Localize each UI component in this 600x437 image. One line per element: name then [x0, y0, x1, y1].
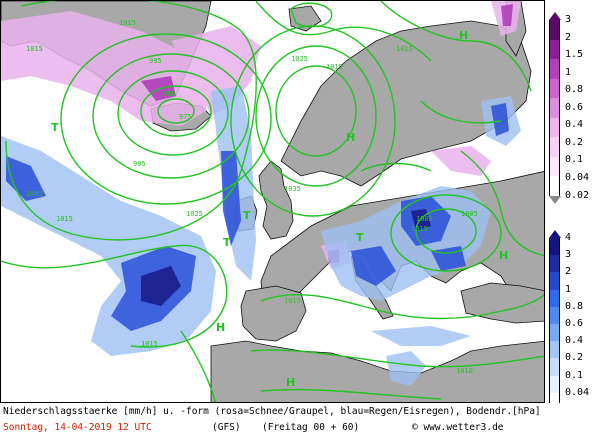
rain-scale-arrow-top: [549, 230, 561, 238]
rain-scale-swatch: [549, 289, 560, 307]
low-marker: T: [223, 236, 231, 249]
snow-scale-swatch: [549, 156, 560, 176]
snow-scale-swatch: [549, 117, 560, 137]
rain-scale-label: 4: [565, 232, 572, 243]
rain-scale-swatch: [549, 306, 560, 324]
isobar-label: 1005: [26, 190, 43, 198]
isobar-label: 1025: [291, 55, 308, 63]
isobar-label: 985: [163, 90, 176, 98]
snow-scale-swatch: [549, 78, 560, 98]
rain-scale-swatch: [549, 392, 560, 410]
snow-scale-label: 0.6: [565, 101, 584, 113]
low-marker: T: [243, 209, 251, 222]
snow-scale-label: 0.8: [565, 84, 584, 96]
isobar-label: 1010: [456, 367, 473, 375]
caption-date: Sonntag, 14-04-2019 12 UTC: [3, 422, 152, 433]
rain-scale-label: 0.04: [565, 386, 590, 398]
caption-site: © www.wetter3.de: [412, 422, 504, 433]
snow-scale-swatch: [549, 137, 560, 157]
snow-scale-label: 3: [565, 14, 572, 25]
snow-scale-arrow-top: [549, 12, 561, 20]
snow-scale-label: 1: [565, 66, 572, 78]
north-africa: [210, 340, 544, 402]
snow-scale-label: 0.02: [565, 189, 590, 201]
snow-scale-label: 1.5: [565, 49, 584, 61]
rain-scale-swatch: [549, 341, 560, 359]
rain-scale-label: 0.6: [565, 318, 584, 329]
rain-scale-label: 0.8: [565, 300, 584, 312]
rain-scale-swatch: [549, 238, 560, 256]
snow-scale-arrow-bottom: [549, 195, 561, 204]
rain-scale-swatch: [549, 358, 560, 376]
iberia: [240, 285, 307, 342]
snow-scale-swatch: [549, 98, 560, 118]
rain-scale-label: 2: [565, 266, 572, 278]
snow-scale-swatch: [549, 20, 560, 40]
snow-scale-label: 0.4: [565, 119, 584, 131]
caption-model: (GFS): [212, 422, 241, 433]
snow-scale-label: 0.1: [565, 154, 584, 166]
isobar-layer: [1, 1, 544, 402]
isobar-label: 995: [149, 57, 162, 65]
rain-scale-label: 0.4: [565, 335, 584, 347]
isobar-labels: 1015 1025 1015 995 985 975 995 1015 1005…: [26, 19, 478, 375]
snow-scale-label: 0.04: [565, 171, 590, 183]
caption: Niederschlagsstaerke [mm/h] u. -form (ro…: [0, 403, 600, 437]
rain-scale-swatch: [549, 324, 560, 342]
isobar-label: 1015: [396, 45, 413, 53]
high-marker: H: [216, 321, 225, 334]
rain-scale-label: 1: [565, 283, 572, 295]
rain-scale-label: 0.1: [565, 369, 584, 381]
rain-scale-swatch: [549, 255, 560, 273]
snow-scale-swatch: [549, 176, 560, 196]
pressure-markers: H H T T T T H H H: [51, 29, 508, 389]
isobar-label: 1015: [26, 45, 43, 53]
isobar-label: 1015: [284, 297, 301, 305]
high-marker: H: [346, 131, 355, 144]
caption-title: Niederschlagsstaerke [mm/h] u. -form (ro…: [3, 406, 541, 417]
low-marker: T: [51, 121, 59, 134]
caption-run: (Freitag 00 + 60): [262, 422, 360, 433]
isobar-label: 1015: [326, 63, 343, 71]
isobar-label: 1025: [186, 210, 203, 218]
isobar-label: 1015: [411, 225, 428, 233]
turkey: [460, 282, 544, 324]
high-marker: H: [459, 29, 468, 42]
legend: 3 2 1.5 1 0.8 0.6 0.4 0.2 0.1 0.04 0.02 4 3 2 1 0.8 0.6…: [546, 0, 600, 437]
rain-scale-swatch: [549, 375, 560, 393]
isobar-label: 1035: [284, 185, 301, 193]
high-marker: H: [286, 376, 295, 389]
rain-scale-label: 0.2: [565, 352, 584, 364]
low-marker: T: [356, 231, 364, 244]
great-britain: [258, 160, 294, 240]
high-marker: H: [499, 249, 508, 262]
snow-scale-swatch: [549, 59, 560, 79]
isobar-label: 1005: [461, 210, 478, 218]
weather-map: 1015 1025 1015 995 985 975 995 1015 1005…: [0, 0, 545, 403]
snow-scale-swatch: [549, 39, 560, 59]
snow-scale-label: 2: [565, 31, 572, 43]
isobar-label: 1015: [141, 340, 158, 348]
snow-scale-label: 0.2: [565, 136, 584, 148]
rain-scale-label: 3: [565, 249, 572, 261]
isobar-label: 1015: [56, 215, 73, 223]
map-canvas: 1015 1025 1015 995 985 975 995 1015 1005…: [1, 1, 544, 402]
rain-scale-swatch: [549, 272, 560, 290]
isobar-label: 1005: [416, 215, 433, 223]
isobar-label: 975: [179, 113, 192, 121]
isobar-label: 1015: [119, 19, 136, 27]
isobar-label: 995: [133, 160, 146, 168]
